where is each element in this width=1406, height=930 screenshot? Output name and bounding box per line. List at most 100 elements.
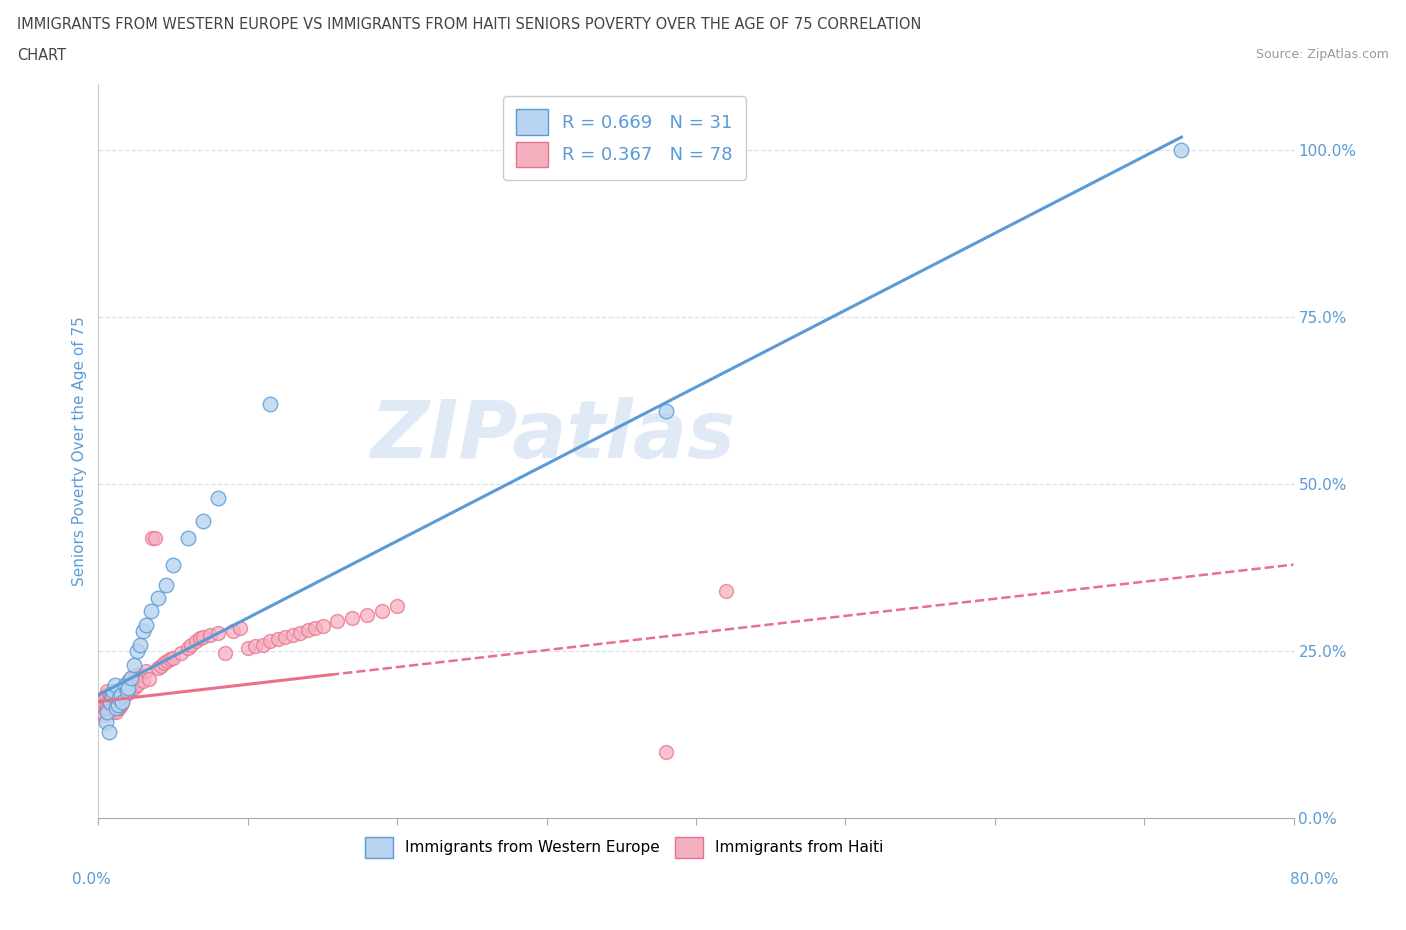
Point: [93, 691, 115, 706]
Point: [207, 490, 229, 505]
Text: CHART: CHART: [17, 48, 66, 63]
Point: [94, 714, 117, 729]
Point: [138, 672, 160, 687]
Point: [371, 604, 394, 618]
Point: [655, 404, 678, 418]
Point: [162, 557, 184, 572]
Point: [110, 687, 132, 702]
Point: [108, 691, 131, 706]
Text: 80.0%: 80.0%: [1291, 872, 1339, 887]
Point: [214, 645, 236, 660]
Point: [180, 637, 202, 652]
Point: [245, 639, 267, 654]
Point: [200, 628, 222, 643]
Point: [236, 641, 259, 656]
Point: [150, 658, 173, 673]
Point: [104, 691, 127, 706]
Point: [96, 698, 118, 712]
Point: [105, 701, 128, 716]
Point: [297, 622, 319, 637]
Y-axis label: Seniors Poverty Over the Age of 75: Seniors Poverty Over the Age of 75: [72, 316, 87, 586]
Point: [111, 694, 134, 709]
Point: [107, 698, 129, 712]
Text: ZIPatlas: ZIPatlas: [370, 397, 735, 475]
Legend: Immigrants from Western Europe, Immigrants from Haiti: Immigrants from Western Europe, Immigran…: [357, 829, 891, 866]
Point: [96, 684, 118, 699]
Point: [267, 632, 290, 647]
Point: [105, 689, 128, 704]
Point: [107, 698, 129, 712]
Point: [191, 630, 214, 644]
Point: [96, 704, 118, 719]
Point: [148, 591, 170, 605]
Point: [229, 620, 252, 635]
Point: [184, 634, 207, 649]
Point: [98, 687, 122, 702]
Point: [97, 694, 120, 709]
Point: [111, 694, 134, 709]
Point: [104, 677, 127, 692]
Point: [94, 701, 117, 716]
Point: [110, 685, 132, 700]
Point: [311, 618, 333, 633]
Point: [169, 645, 191, 660]
Point: [207, 625, 229, 640]
Point: [655, 744, 678, 759]
Point: [114, 677, 136, 692]
Point: [281, 628, 304, 643]
Point: [132, 624, 155, 639]
Point: [108, 691, 131, 706]
Point: [110, 698, 132, 712]
Point: [259, 397, 281, 412]
Point: [98, 694, 122, 709]
Point: [104, 701, 127, 716]
Text: IMMIGRANTS FROM WESTERN EUROPE VS IMMIGRANTS FROM HAITI SENIORS POVERTY OVER THE: IMMIGRANTS FROM WESTERN EUROPE VS IMMIGR…: [17, 17, 921, 32]
Point: [117, 674, 139, 689]
Point: [101, 687, 124, 702]
Point: [124, 681, 146, 696]
Point: [385, 599, 409, 614]
Point: [90, 704, 112, 719]
Point: [141, 530, 163, 545]
Point: [115, 684, 138, 699]
Point: [103, 704, 125, 719]
Point: [135, 618, 157, 632]
Point: [91, 698, 114, 712]
Point: [714, 584, 737, 599]
Point: [111, 684, 134, 699]
Point: [105, 704, 128, 719]
Point: [177, 530, 200, 545]
Point: [127, 677, 149, 692]
Point: [107, 687, 129, 702]
Point: [117, 685, 139, 700]
Point: [108, 701, 131, 716]
Point: [97, 724, 120, 739]
Point: [114, 687, 136, 702]
Text: 0.0%: 0.0%: [72, 872, 111, 887]
Point: [97, 704, 120, 719]
Point: [103, 684, 125, 699]
Point: [177, 641, 200, 656]
Point: [103, 692, 125, 707]
Point: [326, 614, 349, 629]
Point: [153, 656, 176, 671]
Point: [114, 677, 136, 692]
Point: [120, 671, 142, 685]
Point: [252, 637, 274, 652]
Point: [259, 634, 281, 649]
Point: [159, 652, 181, 667]
Point: [124, 658, 146, 672]
Point: [127, 644, 149, 658]
Point: [222, 624, 245, 639]
Point: [125, 668, 148, 683]
Point: [155, 578, 177, 592]
Text: Source: ZipAtlas.com: Source: ZipAtlas.com: [1256, 48, 1389, 61]
Point: [98, 698, 122, 712]
Point: [162, 651, 184, 666]
Point: [304, 620, 326, 635]
Point: [356, 607, 378, 622]
Point: [143, 530, 166, 545]
Point: [188, 631, 211, 645]
Point: [139, 604, 162, 618]
Point: [156, 654, 179, 669]
